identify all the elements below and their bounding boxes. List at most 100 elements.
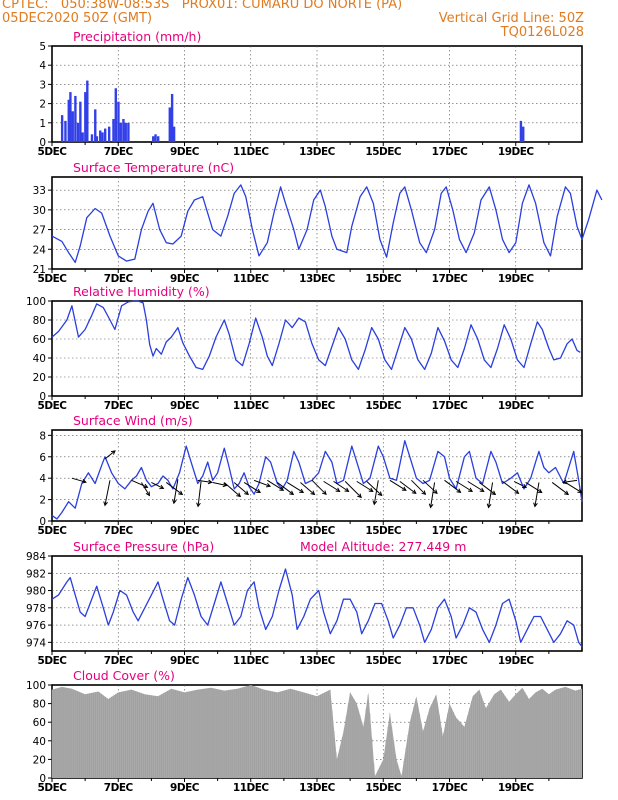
header-grid-line: Vertical Grid Line: 50Z (438, 11, 584, 26)
precip-bar (104, 128, 107, 142)
wind-vector-head (428, 503, 434, 509)
wind-xtick-label: 15DEC (365, 525, 402, 537)
wind-vector (173, 479, 179, 504)
wind-vector (455, 480, 473, 492)
wind-vector-head (479, 487, 485, 492)
pres-xtick-label: 5DEC (38, 655, 68, 667)
precip-xtick-label: 13DEC (299, 146, 336, 158)
wind-vector-head (357, 493, 362, 499)
wind-vector-head (411, 489, 417, 495)
precip-bar (119, 122, 122, 142)
precip-bar (64, 120, 67, 142)
wind-vector-head (145, 491, 150, 497)
wind-ytick-label: 4 (39, 473, 46, 485)
wind-vector-head (335, 487, 341, 492)
precip-ytick-label: 4 (39, 60, 46, 72)
wind-vector (488, 482, 494, 508)
wind-vector (551, 482, 569, 495)
wind-vector (141, 482, 150, 496)
wind-vector (444, 479, 461, 493)
wind-vector-head (522, 483, 528, 489)
precip-bar (172, 126, 176, 142)
wind-vector (333, 480, 349, 492)
temp-xtick-label: 15DEC (365, 273, 402, 285)
precip-bar (112, 118, 115, 142)
pres-xtick-label: 15DEC (365, 655, 402, 667)
precip-ytick-label: 1 (39, 118, 46, 130)
temp-ytick-label: 33 (33, 185, 46, 197)
precip-bar (124, 122, 127, 142)
precip-bar (79, 101, 82, 142)
wind-vector-head (514, 489, 520, 495)
temp-xtick-label: 17DEC (432, 273, 469, 285)
wind-series-line (51, 440, 583, 520)
temp-xtick-label: 11DEC (233, 273, 270, 285)
wind-vector (399, 480, 417, 494)
wind-vector-head (561, 479, 567, 485)
cloud-ytick-label: 20 (33, 754, 46, 766)
rh-ytick-label: 40 (33, 353, 46, 365)
wind-vector (467, 480, 484, 492)
wind-vector-head (256, 488, 262, 494)
wind-ytick-label: 6 (39, 452, 46, 464)
wind-vector (366, 481, 383, 496)
precip-bar (127, 122, 130, 142)
wind-vector (356, 480, 374, 492)
wind-vector (344, 481, 362, 498)
precip-bar (71, 111, 74, 142)
wind-vector-head (322, 490, 327, 496)
pres-xtick-label: 19DEC (498, 655, 535, 667)
wind-vector (525, 482, 542, 493)
header-run-time: 05DEC2020 50Z (GMT) (2, 11, 153, 26)
wind-vector (565, 482, 582, 493)
wind-xtick-label: 7DEC (104, 525, 134, 537)
wind-ytick-label: 8 (39, 430, 46, 442)
wind-vector-head (537, 488, 543, 494)
wind-vector (243, 482, 261, 493)
wind-vector-head (178, 490, 184, 496)
rh-title: Relative Humidity (%) (73, 284, 210, 299)
wind-vector (165, 482, 183, 495)
rh-xtick-label: 13DEC (299, 400, 336, 412)
header-line1: CPTEC: 050:38W-08:53S PROX01: CUMARU DO … (2, 0, 403, 12)
wind-vector-head (236, 492, 242, 498)
precip-bar (84, 92, 87, 142)
pres-ytick-label: 976 (26, 620, 46, 632)
wind-vector-head (310, 490, 316, 496)
wind-vector-head (564, 490, 570, 496)
wind-vector-head (533, 502, 538, 508)
wind-vector (151, 482, 164, 489)
temp-xtick-label: 7DEC (104, 273, 134, 285)
pres-xtick-label: 17DEC (432, 655, 469, 667)
rh-xtick-label: 7DEC (104, 400, 134, 412)
cloud-xtick-label: 19DEC (498, 782, 535, 794)
wind-vector (411, 479, 426, 495)
temp-title: Surface Temperature (nC) (73, 160, 234, 175)
precip-bar (101, 132, 104, 142)
wind-vector (276, 482, 294, 495)
pres-subtitle: Model Altitude: 277.449 m (300, 539, 466, 554)
precip-xtick-label: 19DEC (498, 146, 535, 158)
cloud-ytick-label: 40 (33, 736, 46, 748)
precip-bar (522, 126, 525, 142)
pres-xtick-label: 7DEC (104, 655, 134, 667)
wind-vector-head (207, 479, 213, 485)
rh-ytick-label: 0 (39, 391, 46, 403)
wind-vector-head (401, 486, 407, 491)
precip-bar (81, 132, 84, 142)
rh-xtick-label: 19DEC (498, 400, 535, 412)
wind-vector-head (368, 487, 374, 492)
wind-vector-head (244, 490, 249, 496)
precip-bar (94, 109, 97, 142)
wind-vector-head (279, 486, 285, 491)
wind-vector (197, 481, 202, 507)
wind-xtick-label: 17DEC (432, 525, 469, 537)
wind-vector (323, 480, 340, 492)
wind-vector (311, 479, 327, 495)
pres-ytick-label: 984 (26, 551, 46, 563)
precip-bar (170, 94, 174, 142)
precip-bar (99, 130, 102, 142)
precip-bar (60, 115, 64, 142)
pres-ytick-label: 978 (26, 603, 46, 615)
